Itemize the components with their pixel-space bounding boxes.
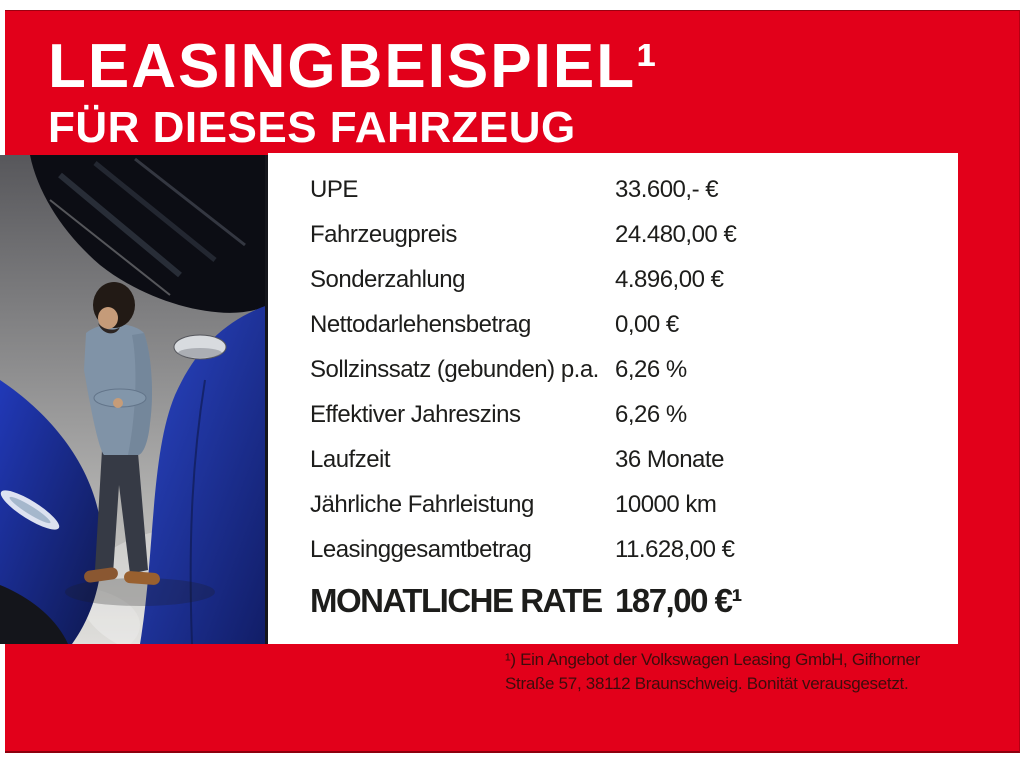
page-header: LEASINGBEISPIEL¹ FÜR DIESES FAHRZEUG <box>48 36 659 150</box>
row-value: 11.628,00 € <box>615 535 735 563</box>
footnote-line-1: ¹) Ein Angebot der Volkswagen Leasing Gm… <box>505 650 921 669</box>
table-row: Sonderzahlung 4.896,00 € <box>268 257 958 302</box>
person-shadow <box>65 578 215 606</box>
row-label: Sonderzahlung <box>310 265 465 293</box>
monthly-rate-label: MONATLICHE RATE <box>310 582 603 619</box>
row-label: Jährliche Fahrleistung <box>310 490 534 518</box>
car-illustration <box>0 155 268 644</box>
row-label: Nettodarlehensbetrag <box>310 310 531 338</box>
row-value: 36 Monate <box>615 445 724 473</box>
car-door-seam <box>189 379 206 644</box>
table-row: Leasinggesamtbetrag 11.628,00 € <box>268 527 958 572</box>
car-headlight <box>0 490 60 530</box>
table-row: Jährliche Fahrleistung 10000 km <box>268 482 958 527</box>
row-value: 0,00 € <box>615 310 679 338</box>
person-face <box>98 307 118 329</box>
person-jeans <box>95 450 148 574</box>
table-row: Sollzinssatz (gebunden) p.a. 6,26 % <box>268 347 958 392</box>
row-label: UPE <box>310 175 358 203</box>
person-beard <box>98 323 120 334</box>
row-label: Leasinggesamtbetrag <box>310 535 532 563</box>
glass-reflection-streak <box>58 172 182 278</box>
car-roof-glass <box>30 155 268 313</box>
table-row: UPE 33.600,- € <box>268 167 958 212</box>
monthly-rate-value: 187,00 €¹ <box>615 582 742 619</box>
car-side-mirror <box>173 334 227 360</box>
glass-reflection-streak <box>93 161 217 262</box>
row-value: 10000 km <box>615 490 717 518</box>
row-label: Fahrzeugpreis <box>310 220 457 248</box>
person-shoe <box>84 567 118 583</box>
table-row: Effektiver Jahreszins 6,26 % <box>268 392 958 437</box>
monthly-rate-row: MONATLICHE RATE 187,00 €¹ <box>268 575 958 627</box>
row-value: 6,26 % <box>615 400 687 428</box>
row-value: 6,26 % <box>615 355 687 383</box>
row-value: 24.480,00 € <box>615 220 737 248</box>
footnote: ¹) Ein Angebot der Volkswagen Leasing Gm… <box>505 648 955 696</box>
vehicle-photo <box>0 155 268 644</box>
row-value: 4.896,00 € <box>615 265 724 293</box>
table-row: Laufzeit 36 Monate <box>268 437 958 482</box>
footnote-line-2: Straße 57, 38112 Braunschweig. Bonität v… <box>505 674 909 693</box>
glass-reflection-streak <box>134 157 246 247</box>
person-shoe <box>124 571 160 585</box>
row-label: Sollzinssatz (gebunden) p.a. <box>310 355 599 383</box>
leasing-table-panel: UPE 33.600,- € Fahrzeugpreis 24.480,00 €… <box>268 153 958 644</box>
row-label: Effektiver Jahreszins <box>310 400 521 428</box>
person-hand <box>113 398 123 408</box>
table-row: Nettodarlehensbetrag 0,00 € <box>268 302 958 347</box>
row-value: 33.600,- € <box>615 175 719 203</box>
car-front-bumper <box>0 585 68 644</box>
page-subtitle: FÜR DIESES FAHRZEUG <box>48 103 576 152</box>
car-side-body <box>140 305 268 644</box>
photo-right-edge <box>265 155 268 644</box>
page-title: LEASINGBEISPIEL¹ <box>48 32 659 101</box>
person-illustration <box>65 282 215 606</box>
car-hood-front <box>0 380 103 644</box>
vehicle-photo-illustration <box>0 155 268 644</box>
glass-reflection-streak <box>49 199 171 296</box>
row-label: Laufzeit <box>310 445 391 473</box>
table-row: Fahrzeugpreis 24.480,00 € <box>268 212 958 257</box>
